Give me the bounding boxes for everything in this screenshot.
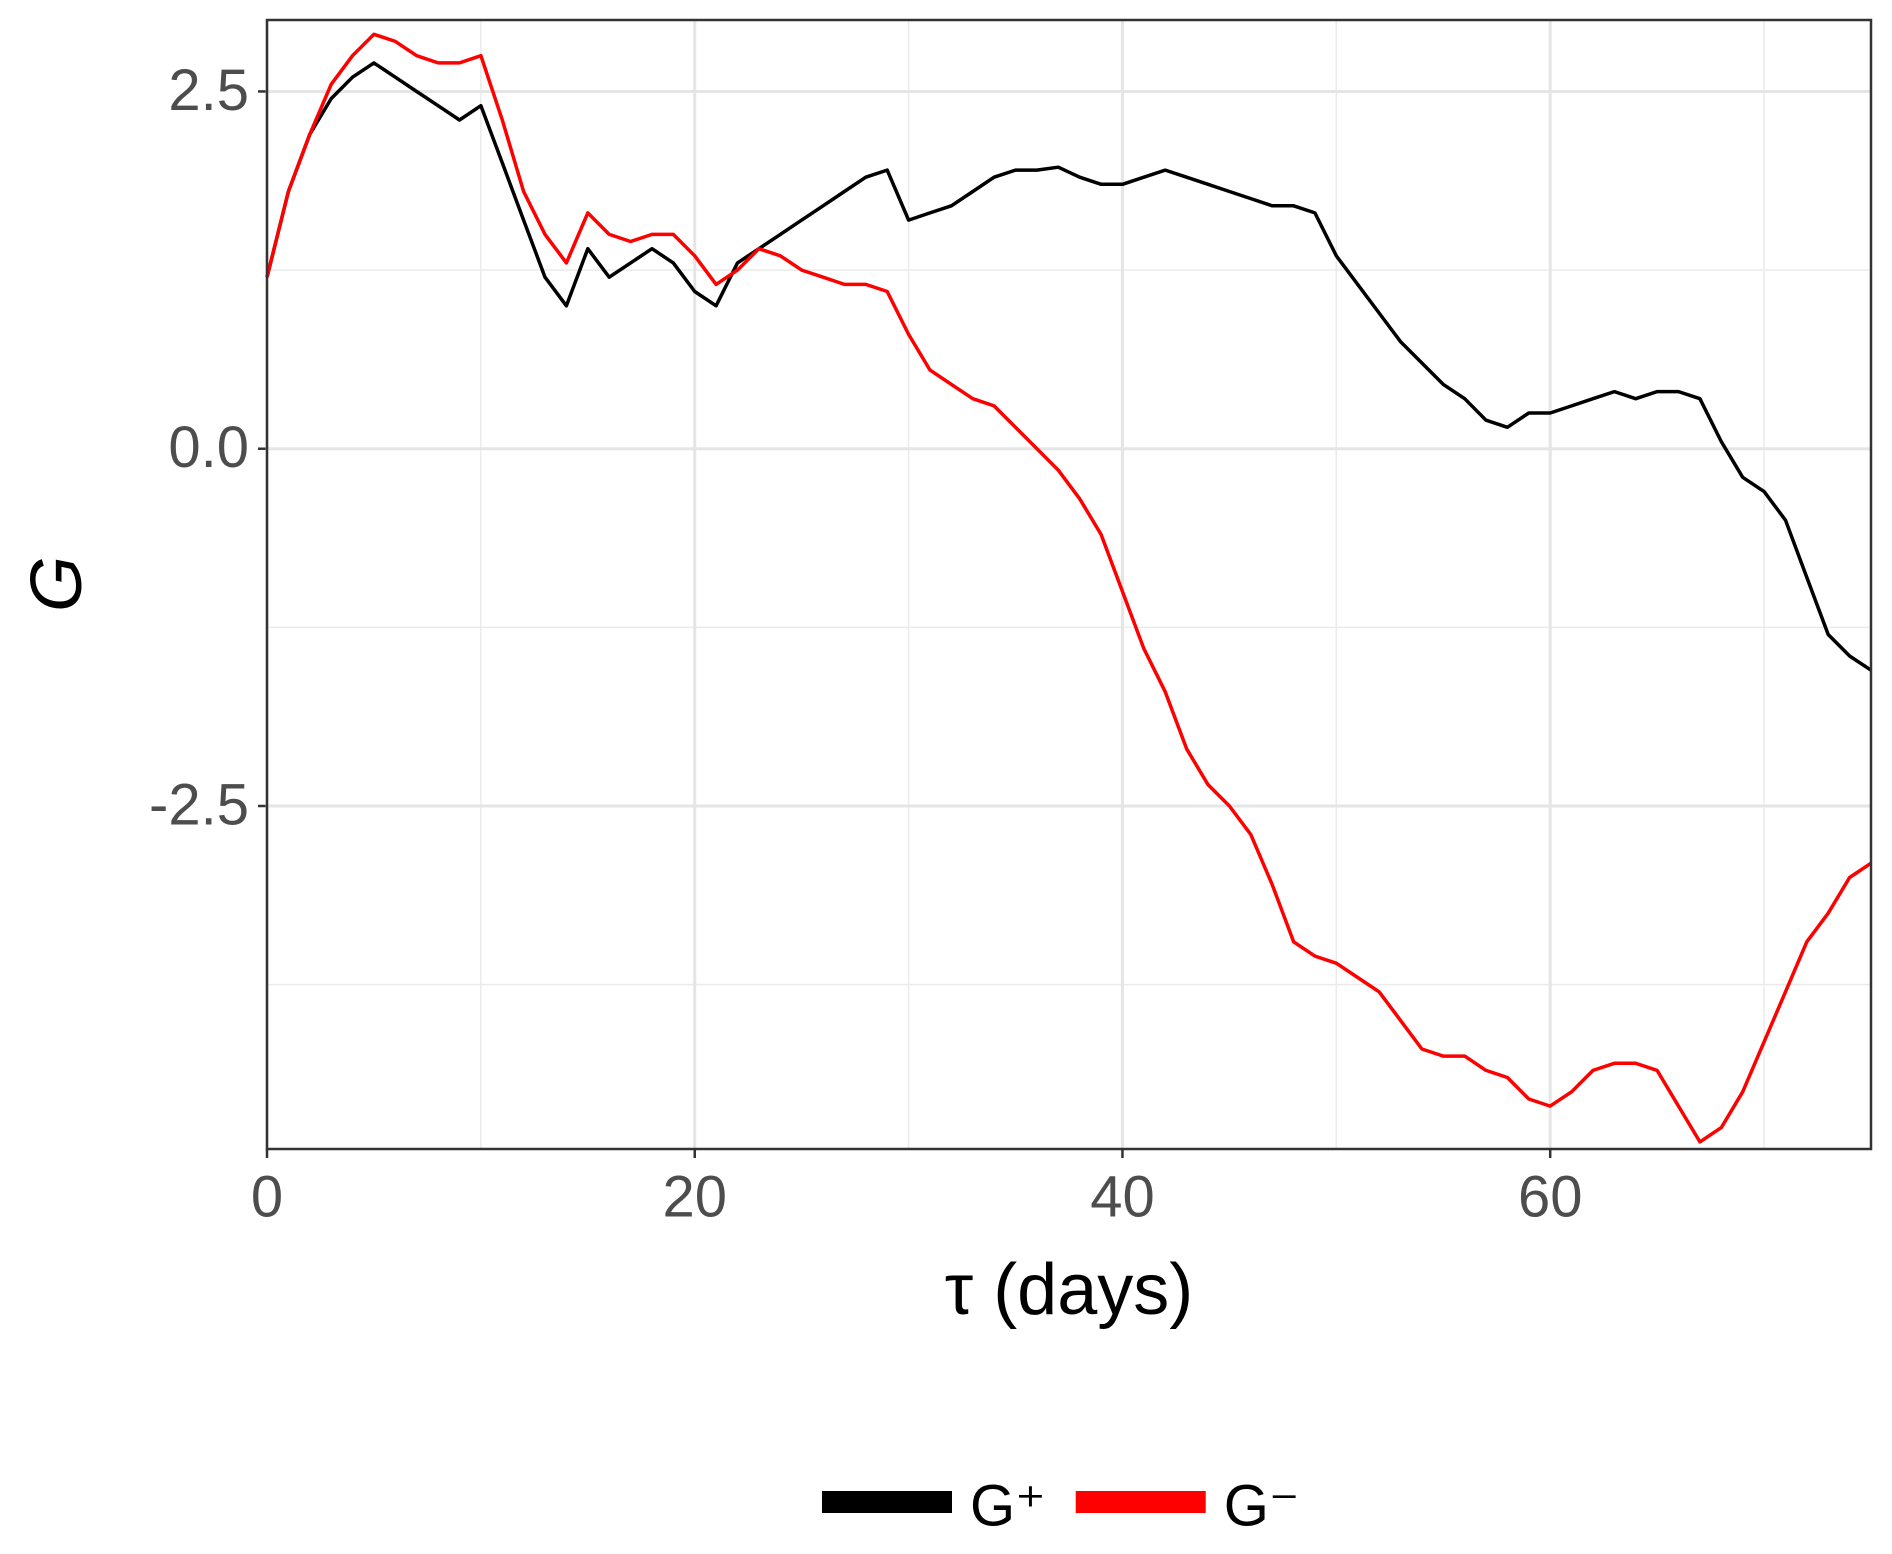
- x-tick-label: 40: [1090, 1164, 1155, 1229]
- y-tick-label: -2.5: [149, 772, 249, 837]
- legend-label: G⁻: [1224, 1473, 1300, 1538]
- x-tick-label: 20: [662, 1164, 727, 1229]
- y-tick-label: 2.5: [168, 58, 249, 123]
- y-tick-label: 0.0: [168, 415, 249, 480]
- legend-label: G⁺: [970, 1473, 1046, 1538]
- plot-border: [265, 18, 1873, 1151]
- data-line: [265, 32, 1872, 1144]
- y-axis-title: G: [17, 556, 97, 612]
- data-line: [265, 61, 1872, 672]
- x-tick-label: 60: [1518, 1164, 1583, 1229]
- x-tick-label: 0: [251, 1164, 283, 1229]
- x-axis-title: τ (days): [945, 1250, 1193, 1330]
